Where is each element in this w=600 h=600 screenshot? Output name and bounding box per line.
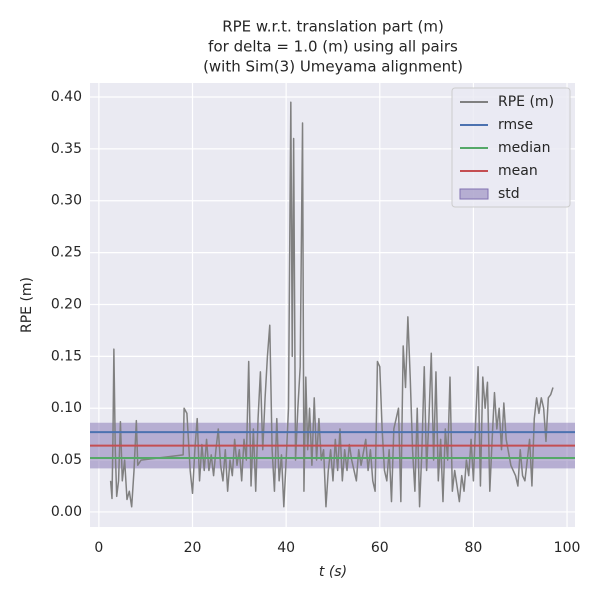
legend-label: mean bbox=[498, 163, 538, 179]
y-axis-label: RPE (m) bbox=[19, 277, 35, 333]
x-tick-label: 60 bbox=[371, 540, 389, 556]
y-tick-label: 0.35 bbox=[51, 141, 82, 157]
legend-box bbox=[451, 87, 571, 208]
title-line: for delta = 1.0 (m) using all pairs bbox=[208, 38, 458, 56]
x-tick-label: 20 bbox=[184, 540, 202, 556]
marks bbox=[90, 101, 575, 508]
y-tick-label: 0.20 bbox=[51, 296, 82, 312]
y-tick-label: 0.00 bbox=[51, 504, 82, 520]
legend-label: rmse bbox=[498, 117, 533, 133]
legend-label: std bbox=[498, 186, 520, 202]
x-tick-label: 80 bbox=[464, 540, 482, 556]
y-tick-label: 0.30 bbox=[51, 193, 82, 209]
legend-label: median bbox=[498, 140, 550, 156]
y-tick-label: 0.40 bbox=[51, 89, 82, 105]
title-line: (with Sim(3) Umeyama alignment) bbox=[203, 58, 463, 76]
y-tick-label: 0.05 bbox=[51, 452, 82, 468]
legend-swatch bbox=[459, 188, 489, 200]
rpe-line bbox=[109, 101, 554, 508]
y-tick-label: 0.15 bbox=[51, 348, 82, 364]
x-axis-label: t (s) bbox=[319, 564, 347, 580]
legend-label: RPE (m) bbox=[498, 94, 554, 110]
title-line: RPE w.r.t. translation part (m) bbox=[222, 18, 444, 36]
x-tick-label: 40 bbox=[277, 540, 295, 556]
y-tick-label: 0.25 bbox=[51, 245, 82, 261]
x-tick-label: 0 bbox=[94, 540, 103, 556]
legend: RPE (m) rmse median mean std bbox=[451, 87, 571, 208]
y-tick-label: 0.10 bbox=[51, 400, 82, 416]
x-tick-label: 100 bbox=[554, 540, 581, 556]
